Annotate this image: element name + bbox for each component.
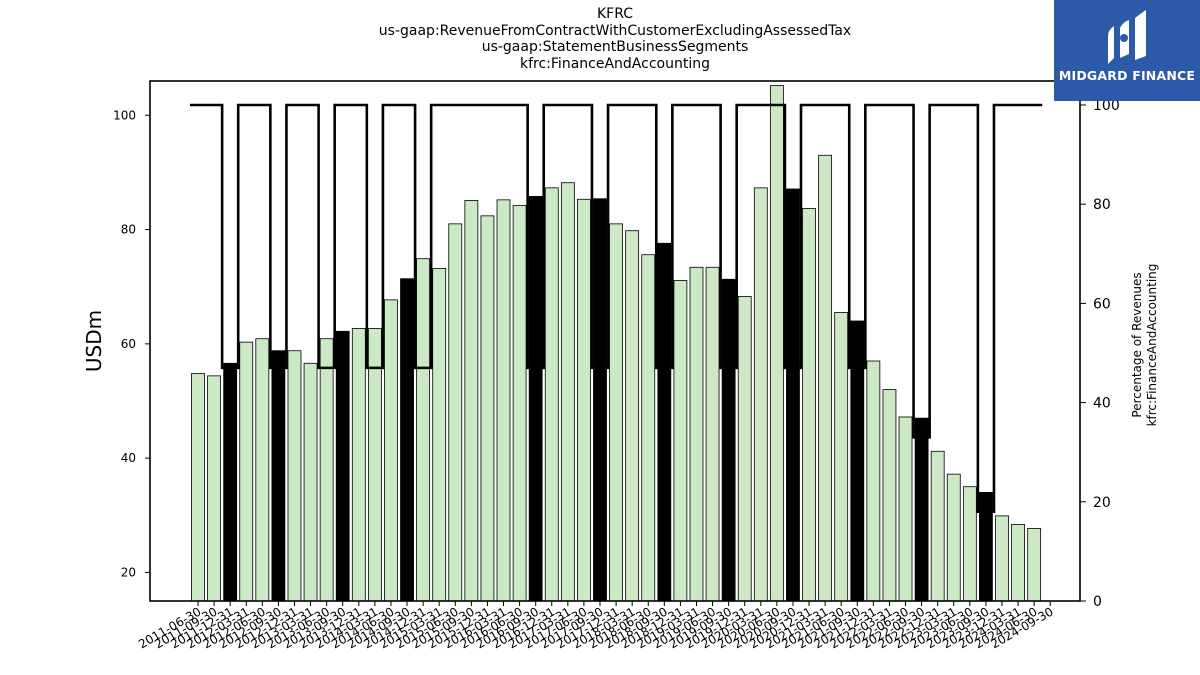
bar-2019-09-30 — [721, 278, 736, 602]
bar-2016-06-30 — [512, 205, 527, 602]
y2-tick-label: 40 — [1093, 396, 1111, 412]
chart-titles: KFRC us-gaap:RevenueFromContractWithCust… — [150, 6, 1080, 72]
y2-tick-label: 80 — [1093, 197, 1111, 213]
chart-title-line-2: us-gaap:RevenueFromContractWithCustomerE… — [378, 22, 852, 39]
bar-2012-09-30 — [271, 350, 286, 602]
bar-2012-03-31 — [239, 341, 254, 602]
chart-title-line-3: us-gaap:StatementBusinessSegments — [481, 39, 749, 55]
y-tick-label: 40 — [121, 451, 136, 465]
bar-2012-12-31 — [287, 350, 302, 602]
bar-2015-12-31 — [480, 215, 495, 602]
bars-group — [191, 85, 1042, 602]
bar-2014-06-30 — [384, 299, 398, 602]
y-tick-label: 80 — [121, 223, 136, 237]
bar-2020-06-30 — [769, 85, 784, 602]
y-tick-label: 100 — [113, 108, 136, 122]
bar-2021-06-30 — [834, 312, 849, 602]
y2-tick-label: 0 — [1093, 594, 1102, 610]
percentage-line — [189, 103, 1043, 514]
bar-2017-03-31 — [560, 182, 575, 602]
bar-2019-03-31 — [689, 266, 704, 602]
bar-2016-09-30 — [528, 196, 543, 602]
bar-2019-06-30 — [705, 266, 720, 602]
plot-frame — [149, 80, 1081, 602]
bar-2022-12-31 — [930, 450, 945, 602]
bar-2019-12-31 — [737, 296, 752, 602]
bar-2013-03-31 — [303, 362, 318, 602]
bar-2014-09-30 — [400, 278, 414, 602]
y-tick-label: 60 — [121, 337, 136, 351]
bar-2018-03-31 — [625, 230, 640, 602]
bar-2023-03-31 — [946, 473, 961, 602]
bar-2021-03-31 — [818, 154, 833, 602]
logo-text: MIDGARD FINANCE — [1058, 68, 1196, 83]
chart-title-line-1: KFRC — [596, 6, 634, 22]
y2-tick-label: 20 — [1093, 495, 1111, 511]
bar-2014-03-31 — [367, 328, 382, 602]
bar-2011-09-30 — [207, 375, 221, 602]
bar-2024-06-30 — [1027, 528, 1042, 602]
bar-2016-12-31 — [544, 187, 559, 602]
y2-tick-label: 100 — [1093, 98, 1120, 114]
bar-2017-09-30 — [593, 198, 607, 602]
bar-2015-06-30 — [448, 223, 463, 602]
midgard-logo-icon — [1108, 10, 1146, 64]
bar-2018-12-31 — [673, 280, 688, 602]
bar-2022-03-31 — [882, 389, 897, 602]
bar-2011-06-30 — [191, 373, 205, 602]
bar-2018-06-30 — [641, 254, 656, 602]
y2-axis-label: kfrc:FinanceAndAccounting — [1145, 264, 1159, 427]
bar-2018-09-30 — [657, 242, 672, 602]
bar-2023-06-30 — [962, 486, 977, 602]
bar-2021-12-31 — [866, 360, 881, 602]
y-axis-label: USDm — [82, 310, 106, 372]
bar-2014-12-31 — [416, 258, 431, 602]
bar-2023-09-30 — [979, 492, 993, 602]
bar-2015-09-30 — [464, 200, 479, 602]
axes-group: 20 40 60 80 100 0 20 40 60 80 100 Percentage of Rev… — [113, 80, 1159, 651]
bar-2013-06-30 — [319, 338, 334, 602]
bar-2013-12-31 — [351, 328, 366, 602]
bar-2020-03-31 — [753, 187, 768, 602]
midgard-finance-logo: MIDGARD FINANCE — [1054, 0, 1200, 101]
bar-2020-09-30 — [786, 188, 800, 602]
y2-tick-label: 60 — [1093, 296, 1111, 312]
bar-2016-03-31 — [496, 199, 511, 602]
bar-2017-06-30 — [577, 198, 591, 602]
y2-axis-label: Percentage of Revenues — [1130, 272, 1144, 417]
bar-2022-06-30 — [898, 416, 913, 602]
bar-2023-12-31 — [995, 515, 1009, 602]
bar-2015-03-31 — [432, 268, 447, 602]
bar-2024-03-31 — [1011, 524, 1025, 602]
bar-2011-12-31 — [223, 362, 238, 602]
bar-2021-09-30 — [850, 320, 865, 602]
bar-2017-12-31 — [609, 223, 623, 602]
y-tick-label: 20 — [121, 565, 136, 579]
bar-2020-12-31 — [802, 208, 816, 602]
bar-2022-09-30 — [914, 417, 929, 602]
bar-2012-06-30 — [255, 338, 270, 602]
chart-title-line-4: kfrc:FinanceAndAccounting — [520, 55, 710, 72]
bar-2013-09-30 — [335, 330, 350, 602]
